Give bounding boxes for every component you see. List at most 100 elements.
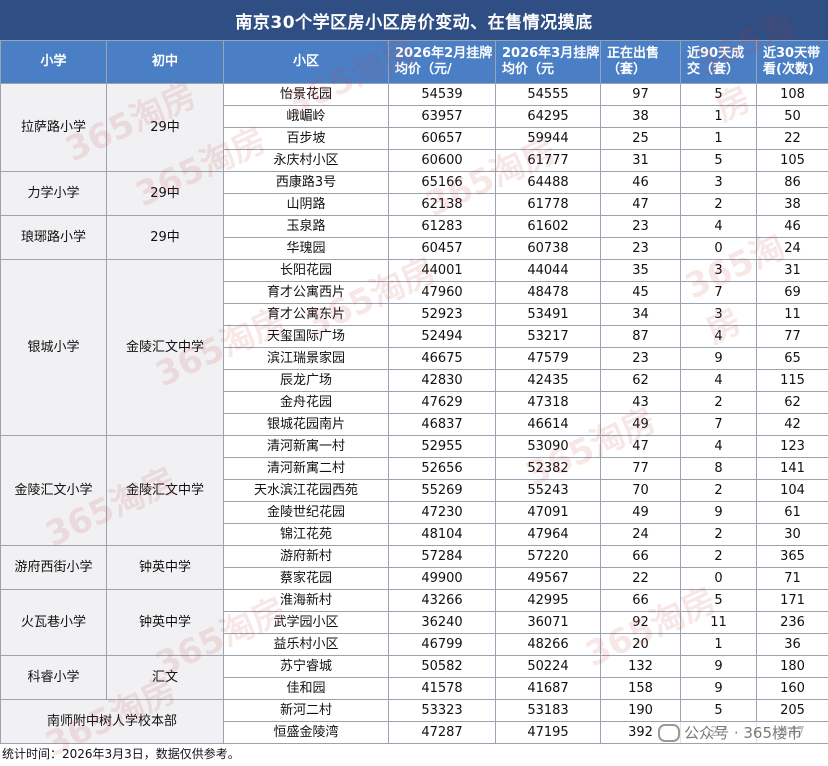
deals-cell: 3 [680,303,757,326]
community-cell: 滨江瑞景家园 [223,347,389,370]
on-sale-cell: 38 [600,105,681,128]
deals-cell: 2 [680,391,757,414]
table-body: 拉萨路小学 29中 怡景花园 54539 54555 97 5 108 峨嵋岭 63957 6429… [0,83,828,744]
views-cell: 36 [756,633,828,656]
mar-price-cell: 48266 [495,633,601,656]
views-cell: 31 [756,259,828,282]
on-sale-cell: 97 [600,83,681,106]
table-row: 银城小学 金陵汇文中学 长阳花园 44001 44044 35 3 31 [0,259,828,436]
mar-price-cell: 41687 [495,677,601,700]
deals-cell: 2 [680,193,757,216]
price-table: 小学 初中 小区 2026年2月挂牌均价（元/ 2026年3月挂牌均价（元 正在… [0,40,828,744]
deals-cell: 5 [680,83,757,106]
community-cell: 山阴路 [223,193,389,216]
feb-price-cell: 57284 [388,545,496,568]
deals-cell: 1 [680,633,757,656]
middle-school-cell: 金陵汇文中学 [106,435,224,546]
on-sale-cell: 46 [600,171,681,194]
deals-cell: 5 [680,699,757,722]
on-sale-cell: 23 [600,347,681,370]
views-cell: 77 [756,325,828,348]
on-sale-cell: 31 [600,149,681,172]
views-cell: 365 [756,545,828,568]
middle-school-cell: 29中 [106,171,224,216]
deals-cell: 9 [680,655,757,678]
community-cell: 长阳花园 [223,259,389,282]
mar-price-cell: 54555 [495,83,601,106]
mar-price-cell: 44044 [495,259,601,282]
table-row: 银城花园南片 46837 46614 49 7 42 [1,413,828,436]
deals-cell: 7 [680,413,757,436]
on-sale-cell: 24 [600,523,681,546]
mar-price-cell: 42995 [495,589,601,612]
deals-cell: 4 [680,435,757,458]
deals-cell: 2 [680,479,757,502]
deals-cell: 5 [680,149,757,172]
feb-price-cell: 65166 [388,171,496,194]
table-row: 滨江瑞景家园 46675 47579 23 9 65 [1,347,828,370]
views-cell: 86 [756,171,828,194]
community-cell: 峨嵋岭 [223,105,389,128]
mar-price-cell: 61777 [495,149,601,172]
on-sale-cell: 22 [600,567,681,590]
page-title: 南京30个学区房小区房价变动、在售情况摸底 [0,0,828,40]
community-cell: 西康路3号 [223,171,389,194]
feb-price-cell: 47230 [388,501,496,524]
feb-price-cell: 46799 [388,633,496,656]
table-row: 天玺国际广场 52494 53217 87 4 77 [1,325,828,348]
on-sale-cell: 66 [600,589,681,612]
community-cell: 淮海新村 [223,589,389,612]
on-sale-cell: 190 [600,699,681,722]
table-row: 科睿小学 汇文 苏宁睿城 50582 50224 132 9 180 [0,655,828,700]
header-mar-price: 2026年3月挂牌均价（元 [495,40,601,84]
community-cell: 育才公寓西片 [223,281,389,304]
deals-cell: 7 [680,281,757,304]
feb-price-cell: 43266 [388,589,496,612]
community-cell: 百步坡 [223,127,389,150]
mar-price-cell: 61778 [495,193,601,216]
feb-price-cell: 60657 [388,127,496,150]
community-cell: 锦江花苑 [223,523,389,546]
school-cell: 琅琊路小学 [0,215,107,260]
mar-price-cell: 47964 [495,523,601,546]
table-row: 火瓦巷小学 钟英中学 淮海新村 43266 42995 66 5 171 [0,589,828,656]
deals-cell: 1 [680,105,757,128]
community-cell: 新河二村 [223,699,389,722]
feb-price-cell: 46837 [388,413,496,436]
feb-price-cell: 60600 [388,149,496,172]
mar-price-cell: 53183 [495,699,601,722]
table-row: 力学小学 29中 西康路3号 65166 64488 46 3 86 [0,171,828,216]
mar-price-cell: 64295 [495,105,601,128]
feb-price-cell: 55269 [388,479,496,502]
views-cell: 205 [756,699,828,722]
header-community: 小区 [223,40,389,84]
mar-price-cell: 55243 [495,479,601,502]
views-cell: 65 [756,347,828,370]
community-cell: 蔡家花园 [223,567,389,590]
views-cell: 105 [756,149,828,172]
on-sale-cell: 70 [600,479,681,502]
feb-price-cell: 44001 [388,259,496,282]
mar-price-cell: 57220 [495,545,601,568]
community-cell: 天玺国际广场 [223,325,389,348]
school-cell: 南师附中树人学校本部 [0,699,224,744]
deals-cell: 9 [680,677,757,700]
community-cell: 天水滨江花园西苑 [223,479,389,502]
on-sale-cell: 49 [600,413,681,436]
table-row: 琅琊路小学 29中 玉泉路 61283 61602 23 4 46 [0,215,828,260]
community-cell: 华瑰园 [223,237,389,260]
table-row: 蔡家花园 49900 49567 22 0 71 [1,567,828,590]
feb-price-cell: 61283 [388,215,496,238]
table-row: 拉萨路小学 29中 怡景花园 54539 54555 97 5 108 [0,83,828,172]
table-row: 华瑰园 60457 60738 23 0 24 [1,237,828,260]
views-cell: 61 [756,501,828,524]
feb-price-cell: 47629 [388,391,496,414]
on-sale-cell: 45 [600,281,681,304]
middle-school-cell: 29中 [106,83,224,172]
header-on-sale: 正在出售（套） [600,40,681,84]
feb-price-cell: 42830 [388,369,496,392]
views-cell: 236 [756,611,828,634]
table-row: 恒盛金陵湾472874719539227447 [1,721,828,744]
table-row: 南师附中树人学校本部 新河二村 53323 53183 190 5 205 [0,699,828,744]
mar-price-cell: 50224 [495,655,601,678]
